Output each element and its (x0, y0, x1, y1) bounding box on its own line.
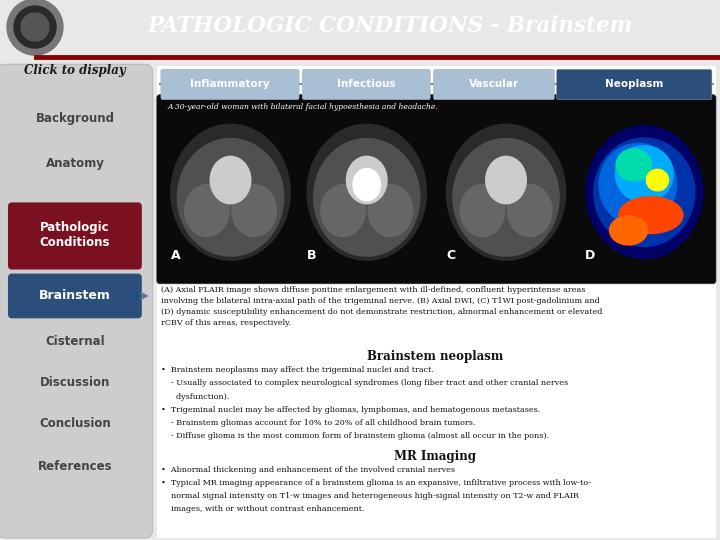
FancyBboxPatch shape (557, 69, 712, 100)
Text: MR Imaging: MR Imaging (395, 449, 477, 462)
Text: Neoplasm: Neoplasm (605, 79, 663, 90)
Text: Inflammatory: Inflammatory (190, 79, 270, 90)
FancyBboxPatch shape (8, 202, 142, 269)
Text: - Usually associated to complex neurological syndromes (long fiber tract and oth: - Usually associated to complex neurolog… (161, 379, 568, 387)
Circle shape (7, 0, 63, 55)
Ellipse shape (585, 125, 703, 259)
Text: Brainstem neoplasm: Brainstem neoplasm (367, 350, 503, 363)
Ellipse shape (615, 145, 674, 203)
FancyBboxPatch shape (8, 274, 142, 319)
Text: Discussion: Discussion (40, 376, 110, 389)
Ellipse shape (307, 124, 427, 261)
Ellipse shape (485, 156, 527, 205)
FancyBboxPatch shape (0, 64, 153, 538)
FancyBboxPatch shape (157, 94, 716, 284)
Text: Infectious: Infectious (337, 79, 395, 90)
Text: - Brainstem gliomas account for 10% to 20% of all childhood brain tumors.: - Brainstem gliomas account for 10% to 2… (161, 419, 475, 427)
Text: PATHOLOGIC CONDITIONS - Brainstem: PATHOLOGIC CONDITIONS - Brainstem (148, 15, 633, 37)
Text: •  Abnormal thickening and enhancement of the involved cranial nerves: • Abnormal thickening and enhancement of… (161, 466, 455, 474)
Ellipse shape (446, 124, 567, 261)
Text: References: References (37, 460, 112, 473)
Ellipse shape (598, 143, 677, 227)
Text: Brainstem: Brainstem (39, 289, 111, 302)
Text: - Diffuse glioma is the most common form of brainstem glioma (almost all occur i: - Diffuse glioma is the most common form… (161, 432, 549, 440)
FancyBboxPatch shape (161, 69, 299, 100)
Ellipse shape (609, 215, 648, 246)
Text: D: D (585, 249, 595, 262)
Ellipse shape (210, 156, 251, 205)
FancyBboxPatch shape (302, 69, 431, 100)
Ellipse shape (616, 148, 652, 181)
Text: images, with or without contrast enhancement.: images, with or without contrast enhance… (161, 505, 364, 514)
Text: A: A (171, 249, 181, 262)
Text: Vascular: Vascular (469, 79, 519, 90)
Text: dysfunction).: dysfunction). (161, 393, 229, 401)
Ellipse shape (352, 168, 381, 201)
Text: B: B (307, 249, 317, 262)
FancyBboxPatch shape (157, 66, 716, 538)
Text: Anatomy: Anatomy (45, 157, 104, 170)
Text: Cisternal: Cisternal (45, 335, 104, 348)
Ellipse shape (346, 156, 388, 205)
Ellipse shape (320, 184, 366, 237)
Ellipse shape (646, 168, 669, 192)
Text: A 30-year-old woman with bilateral facial hypoesthesia and headache.: A 30-year-old woman with bilateral facia… (168, 103, 438, 111)
Text: (A) Axial FLAIR image shows diffuse pontine enlargement with ill-defined, conflu: (A) Axial FLAIR image shows diffuse pont… (161, 286, 602, 327)
Ellipse shape (593, 137, 696, 247)
Text: normal signal intensity on T1-w images and heterogeneous high-signal intensity o: normal signal intensity on T1-w images a… (161, 492, 579, 500)
Text: •  Brainstem neoplasms may affect the trigeminal nuclei and tract.: • Brainstem neoplasms may affect the tri… (161, 366, 433, 374)
Ellipse shape (507, 184, 553, 237)
Ellipse shape (313, 138, 420, 257)
Text: Background: Background (35, 112, 114, 125)
Circle shape (14, 6, 56, 48)
Text: C: C (446, 249, 456, 262)
Text: Pathologic
Conditions: Pathologic Conditions (40, 221, 110, 249)
Text: •  Typical MR imaging appearance of a brainstem glioma is an expansive, infiltra: • Typical MR imaging appearance of a bra… (161, 479, 590, 487)
Ellipse shape (367, 184, 413, 237)
Ellipse shape (176, 138, 284, 257)
Ellipse shape (459, 184, 505, 237)
Ellipse shape (231, 184, 277, 237)
FancyBboxPatch shape (433, 69, 554, 100)
Ellipse shape (184, 184, 230, 237)
Ellipse shape (452, 138, 560, 257)
Circle shape (21, 13, 49, 41)
Text: Conclusion: Conclusion (39, 416, 111, 429)
Ellipse shape (618, 196, 684, 234)
Ellipse shape (170, 124, 291, 261)
Text: Click to display: Click to display (24, 64, 126, 77)
Text: •  Trigeminal nuclei may be affected by gliomas, lymphomas, and hematogenous met: • Trigeminal nuclei may be affected by g… (161, 406, 540, 414)
